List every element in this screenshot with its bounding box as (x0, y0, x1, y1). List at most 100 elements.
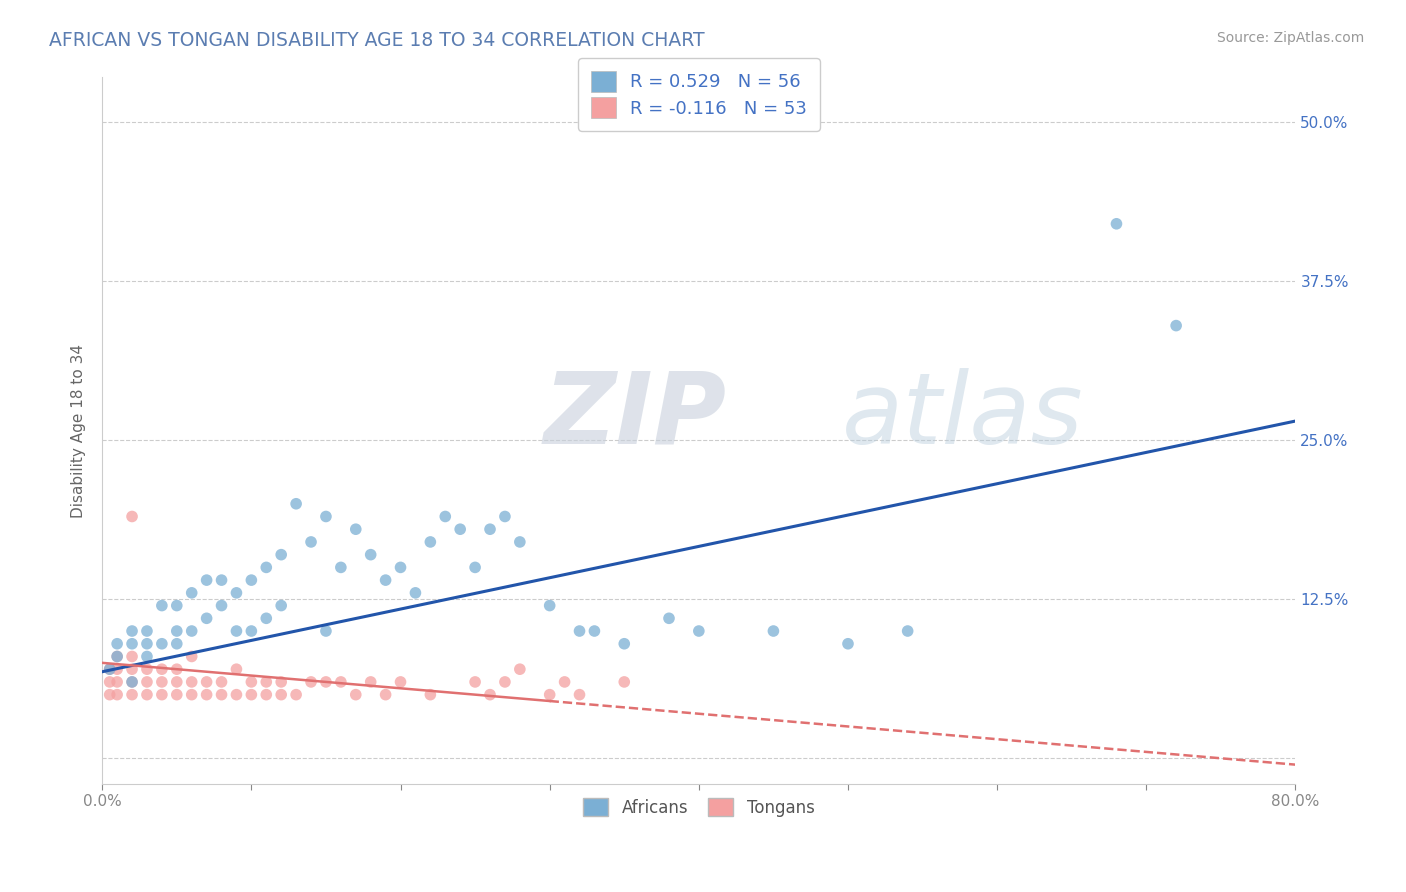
Point (360, 548, 382, 562)
Point (762, 624, 785, 638)
Point (837, 637, 859, 651)
Point (240, 674, 263, 689)
Point (180, 586, 202, 600)
Point (180, 674, 202, 689)
Y-axis label: Disability Age 18 to 34: Disability Age 18 to 34 (72, 343, 86, 517)
Point (389, 560, 412, 574)
Point (195, 674, 218, 689)
Point (211, 573, 233, 587)
Point (136, 662, 159, 676)
Point (240, 688, 263, 702)
Point (105, 649, 128, 664)
Point (494, 509, 516, 524)
Point (105, 662, 128, 676)
Point (136, 624, 159, 638)
Point (568, 624, 591, 638)
Point (121, 509, 143, 524)
Point (166, 637, 188, 651)
Point (299, 674, 322, 689)
Point (464, 560, 486, 574)
Point (270, 674, 292, 689)
Point (105, 649, 128, 664)
Point (285, 497, 308, 511)
Point (98, 662, 121, 676)
Point (180, 624, 202, 638)
Point (254, 611, 277, 625)
Point (568, 688, 591, 702)
Point (254, 560, 277, 574)
Point (374, 688, 396, 702)
Point (538, 599, 561, 613)
Point (270, 599, 292, 613)
Point (299, 535, 322, 549)
Point (254, 674, 277, 689)
Point (449, 522, 471, 536)
Point (225, 586, 247, 600)
Point (613, 637, 636, 651)
Point (121, 662, 143, 676)
Point (360, 674, 382, 689)
Point (105, 637, 128, 651)
Point (479, 688, 502, 702)
Point (344, 688, 367, 702)
Point (121, 637, 143, 651)
Point (315, 674, 337, 689)
Text: atlas: atlas (842, 368, 1084, 465)
Point (166, 624, 188, 638)
Point (509, 662, 531, 676)
Point (150, 599, 173, 613)
Point (419, 688, 441, 702)
Point (344, 522, 367, 536)
Point (1166, 318, 1188, 333)
Point (136, 637, 159, 651)
Point (225, 688, 247, 702)
Point (180, 688, 202, 702)
Point (494, 674, 516, 689)
Point (166, 599, 188, 613)
Point (613, 674, 636, 689)
Legend: Africans, Tongans: Africans, Tongans (575, 789, 823, 825)
Text: ZIP: ZIP (544, 368, 727, 465)
Point (479, 522, 502, 536)
Point (270, 688, 292, 702)
Point (509, 535, 531, 549)
Text: Source: ZipAtlas.com: Source: ZipAtlas.com (1216, 31, 1364, 45)
Point (121, 688, 143, 702)
Point (136, 674, 159, 689)
Point (464, 674, 486, 689)
Point (195, 688, 218, 702)
Point (211, 688, 233, 702)
Point (404, 586, 426, 600)
Point (105, 688, 128, 702)
Point (419, 535, 441, 549)
Point (225, 662, 247, 676)
Point (195, 573, 218, 587)
Point (897, 624, 920, 638)
Point (98, 662, 121, 676)
Point (121, 649, 143, 664)
Point (285, 688, 308, 702)
Point (105, 674, 128, 689)
Point (538, 688, 561, 702)
Point (121, 674, 143, 689)
Point (329, 560, 352, 574)
Point (240, 624, 263, 638)
Point (166, 674, 188, 689)
Point (195, 611, 218, 625)
Point (315, 624, 337, 638)
Point (211, 599, 233, 613)
Point (150, 674, 173, 689)
Point (98, 674, 121, 689)
Point (254, 688, 277, 702)
Point (389, 674, 412, 689)
Point (688, 624, 710, 638)
Point (121, 674, 143, 689)
Text: AFRICAN VS TONGAN DISABILITY AGE 18 TO 34 CORRELATION CHART: AFRICAN VS TONGAN DISABILITY AGE 18 TO 3… (49, 31, 704, 50)
Point (374, 573, 396, 587)
Point (98, 688, 121, 702)
Point (166, 688, 188, 702)
Point (211, 674, 233, 689)
Point (166, 662, 188, 676)
Point (121, 624, 143, 638)
Point (315, 509, 337, 524)
